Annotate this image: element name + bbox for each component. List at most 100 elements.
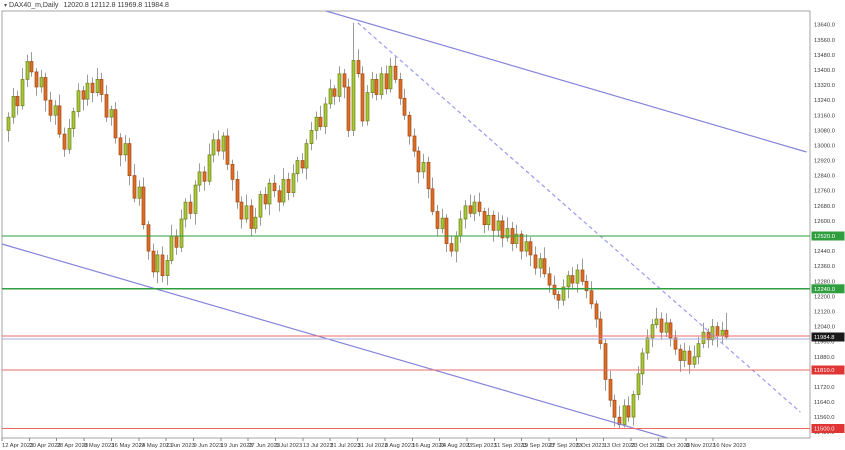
candle xyxy=(393,65,398,80)
x-axis-label: 27 Sep 2023 xyxy=(549,443,582,449)
candle xyxy=(25,61,30,80)
candle xyxy=(43,77,48,101)
candle xyxy=(99,79,104,95)
candle xyxy=(384,73,389,90)
candle xyxy=(594,303,599,320)
trend-line-resistance-ray[interactable] xyxy=(357,22,801,413)
y-axis-label: 11720.0 xyxy=(814,385,835,391)
x-axis-label: 28 Apr 2023 xyxy=(57,443,88,449)
x-axis-label: 16 Nov 2023 xyxy=(713,443,746,449)
candle xyxy=(519,233,524,252)
candle xyxy=(356,60,361,75)
candle xyxy=(48,99,53,116)
candle xyxy=(640,352,645,375)
x-axis-label: 20 Apr 2023 xyxy=(29,443,60,449)
candle xyxy=(435,211,440,229)
price-tag-red: 11810.0 xyxy=(811,365,845,375)
candle xyxy=(351,60,356,131)
candle xyxy=(207,154,212,182)
candle xyxy=(556,294,561,301)
x-axis-label: 27 Jun 2023 xyxy=(248,443,280,449)
candle xyxy=(314,116,319,131)
svg-text:11984.8: 11984.8 xyxy=(814,335,835,341)
candle xyxy=(673,337,678,350)
candle xyxy=(71,111,76,129)
candle xyxy=(57,105,62,135)
chart-symbol-period: DAX40_m,Daily xyxy=(9,2,59,9)
candle xyxy=(281,179,286,203)
candle xyxy=(636,373,641,395)
candle xyxy=(263,194,268,205)
candle xyxy=(318,116,323,127)
candle xyxy=(720,329,725,337)
y-axis-label: 11560.0 xyxy=(814,415,835,421)
candle xyxy=(388,65,393,90)
y-axis-label: 12360.0 xyxy=(814,264,835,270)
candle xyxy=(454,235,459,252)
y-axis-label: 12840.0 xyxy=(814,174,835,180)
candle xyxy=(426,162,431,190)
svg-text:11500.0: 11500.0 xyxy=(814,427,835,433)
candle xyxy=(584,280,589,292)
candle xyxy=(328,88,333,105)
x-axis-label: 24 May 2023 xyxy=(139,443,173,449)
candle xyxy=(472,201,477,214)
candle xyxy=(407,114,412,137)
candle xyxy=(668,322,673,339)
candle xyxy=(346,86,351,131)
candle xyxy=(253,216,258,229)
price-scale[interactable]: 13640.0 13560.0 13480.0 13400.0 13320.0 13240… xyxy=(811,23,845,437)
candle xyxy=(155,254,160,273)
candle xyxy=(90,82,95,93)
candle xyxy=(491,214,496,231)
x-axis-label: 1 Jun 2023 xyxy=(166,443,195,449)
candle xyxy=(682,350,687,361)
candle xyxy=(39,77,44,88)
candle xyxy=(323,103,328,127)
x-axis-label: 31 Oct 2023 xyxy=(658,443,690,449)
candle xyxy=(631,394,636,418)
chart-ohlc-quote: 12020.8 12112.8 11969.8 11984.8 xyxy=(63,2,169,9)
candle xyxy=(179,218,184,248)
candle xyxy=(29,61,34,73)
y-axis-label: 13480.0 xyxy=(814,53,835,59)
candle xyxy=(34,71,39,88)
candle xyxy=(304,143,309,169)
candle xyxy=(398,79,403,99)
y-axis-label: 13560.0 xyxy=(814,38,835,44)
x-axis-label: 12 Apr 2023 xyxy=(2,443,33,449)
candle xyxy=(127,143,132,177)
candle xyxy=(402,97,407,116)
candle xyxy=(272,182,277,192)
candle xyxy=(421,162,426,173)
y-axis-label: 13400.0 xyxy=(814,68,835,74)
trend-line-channel-lower[interactable] xyxy=(1,243,668,439)
candle xyxy=(701,331,706,344)
candle xyxy=(342,73,347,88)
candle xyxy=(561,286,566,301)
candle xyxy=(678,348,683,361)
candle xyxy=(659,318,664,333)
candle xyxy=(496,220,501,231)
candle xyxy=(626,405,631,418)
candle xyxy=(81,90,86,100)
candle xyxy=(160,254,165,277)
candle xyxy=(542,258,547,275)
candle xyxy=(146,224,151,252)
candle xyxy=(360,73,365,122)
candle xyxy=(295,160,300,175)
candle xyxy=(123,143,128,156)
candle xyxy=(165,260,170,276)
x-axis-label: 19 Jun 2023 xyxy=(221,443,253,449)
candle xyxy=(230,163,235,180)
trend-line-channel-upper[interactable] xyxy=(325,10,807,153)
candle xyxy=(612,399,617,418)
price-tag-green: 12240.0 xyxy=(811,284,845,294)
y-axis-label: 12680.0 xyxy=(814,204,835,210)
candle xyxy=(337,73,342,97)
svg-text:12520.0: 12520.0 xyxy=(814,234,835,240)
candle xyxy=(216,139,221,152)
x-axis-label: 13 Jul 2023 xyxy=(303,443,333,449)
